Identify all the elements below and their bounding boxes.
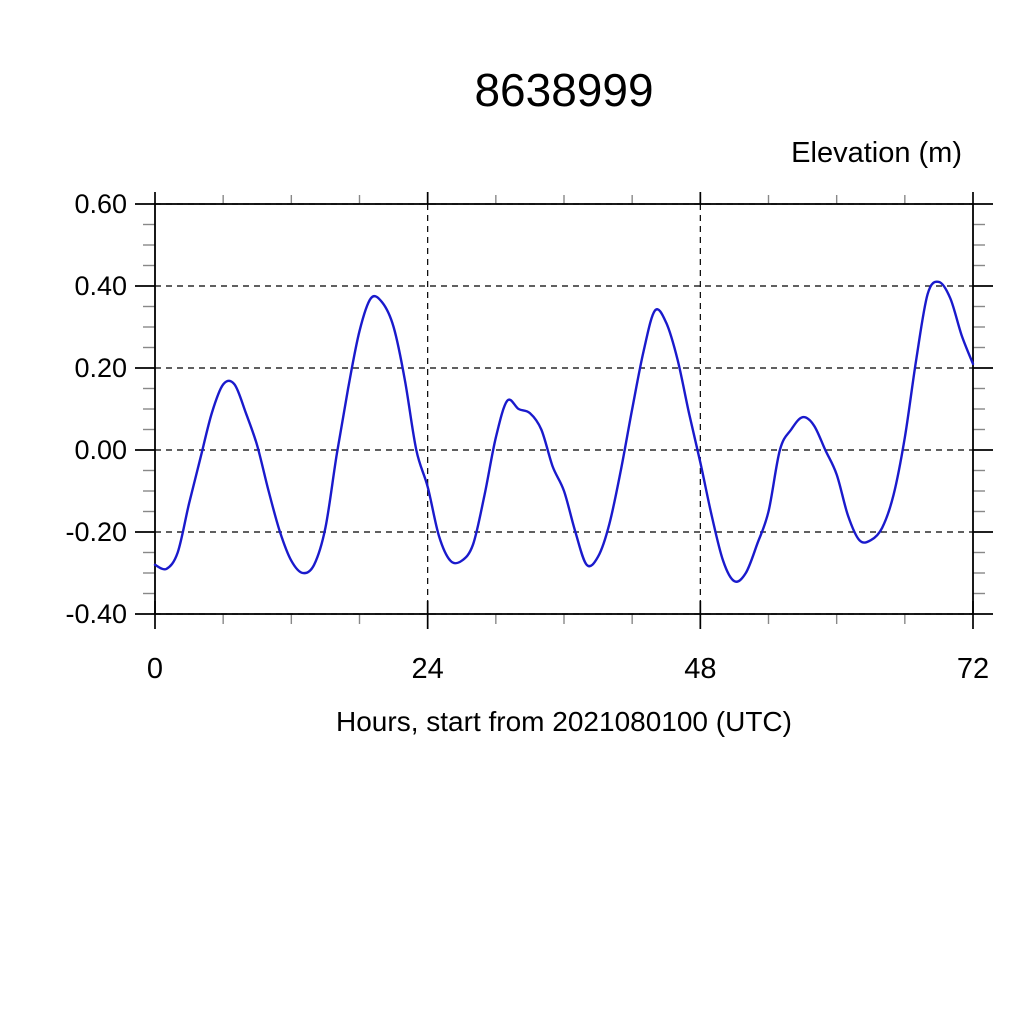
- x-tick-label: 24: [412, 653, 444, 685]
- x-tick-label: 48: [684, 653, 716, 685]
- plot-frame: [154, 203, 974, 615]
- y-tick-label: 0.00: [74, 435, 127, 465]
- y-tick-label: 0.40: [74, 271, 127, 301]
- plot-area: -0.40 -0.20 0.00 0.20 0.40 0.60 0 24 48 72: [65, 189, 993, 685]
- x-tick-label: 0: [147, 653, 163, 685]
- x-axis-label: Hours, start from 2021080100 (UTC): [336, 706, 792, 737]
- y-tick-label: 0.20: [74, 353, 127, 383]
- y-axis-label: Elevation (m): [791, 137, 962, 169]
- x-tick-label: 72: [957, 653, 989, 685]
- chart-title: 8638999: [474, 64, 653, 116]
- y-tick-label: -0.40: [65, 599, 127, 629]
- elevation-curve: [153, 280, 975, 583]
- y-tick-label: -0.20: [65, 517, 127, 547]
- y-tick-label: 0.60: [74, 189, 127, 219]
